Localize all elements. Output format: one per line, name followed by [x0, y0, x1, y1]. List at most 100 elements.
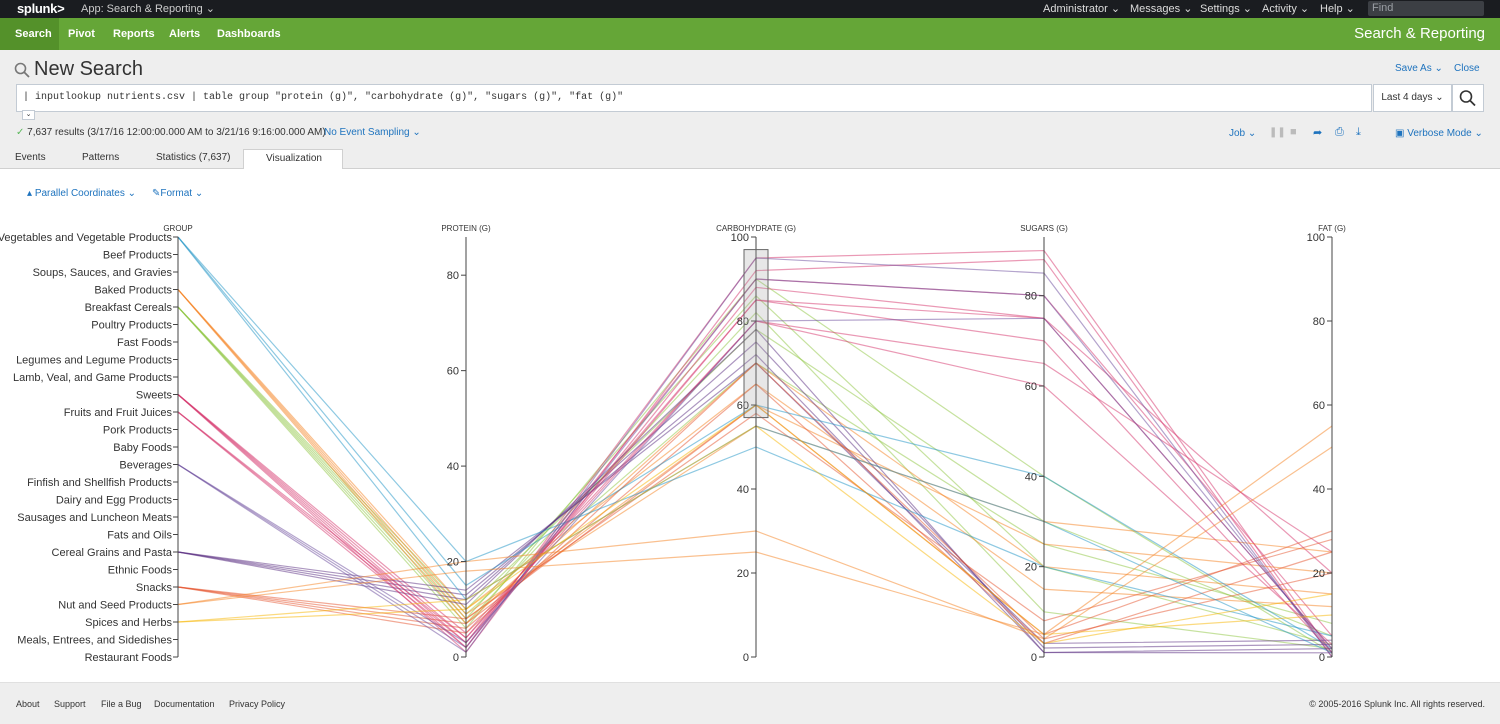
- category-label: Baked Products: [94, 285, 172, 297]
- category-label: Ethnic Foods: [108, 565, 173, 577]
- category-label: Meals, Entrees, and Sidedishes: [17, 635, 172, 647]
- category-label: Dairy and Egg Products: [56, 495, 173, 507]
- tick-label: 40: [447, 461, 459, 473]
- search-mode-dropdown[interactable]: ▣ Verbose Mode ⌄: [1395, 128, 1483, 139]
- format-dropdown[interactable]: ✎Format ⌄: [152, 188, 204, 199]
- pencil-icon: ✎: [152, 188, 161, 199]
- pause-icon[interactable]: ❚❚: [1269, 127, 1286, 138]
- page-title: New Search: [34, 58, 143, 80]
- viz-type-icon: ▴: [27, 188, 33, 199]
- axis-title: PROTEIN (G): [441, 224, 491, 233]
- menu-messages[interactable]: Messages ⌄: [1130, 3, 1193, 15]
- category-label: Fats and Oils: [107, 530, 172, 542]
- app-navbar: Search Pivot Reports Alerts Dashboards S…: [0, 18, 1500, 50]
- check-icon: ✓: [16, 127, 25, 138]
- tick-label: 80: [737, 316, 749, 328]
- footer-link-about[interactable]: About: [16, 699, 40, 709]
- tab-statistics[interactable]: Statistics (7,637): [156, 152, 231, 163]
- app-switcher[interactable]: App: Search & Reporting ⌄: [81, 3, 215, 15]
- menu-activity[interactable]: Activity ⌄: [1262, 3, 1310, 15]
- category-label: Snacks: [136, 582, 173, 594]
- series-line-8-0: [177, 404, 1333, 636]
- tab-visualization[interactable]: Visualization: [243, 149, 343, 169]
- category-label: Sweets: [136, 390, 173, 402]
- footer-link-documentation[interactable]: Documentation: [154, 699, 215, 709]
- tick-label: 0: [453, 652, 459, 664]
- print-icon[interactable]: ⎙: [1335, 126, 1344, 138]
- job-menu[interactable]: Job ⌄: [1229, 128, 1257, 139]
- tick-label: 40: [1313, 484, 1325, 496]
- search-icon: [1459, 90, 1476, 107]
- series-line-4-2: [177, 412, 1333, 622]
- menu-administrator[interactable]: Administrator ⌄: [1043, 3, 1121, 15]
- category-label: Poultry Products: [91, 320, 172, 332]
- tab-patterns[interactable]: Patterns: [82, 152, 120, 163]
- nav-pivot[interactable]: Pivot: [68, 28, 95, 40]
- nav-alerts[interactable]: Alerts: [169, 28, 201, 40]
- footer: About Support File a Bug Documentation P…: [0, 682, 1500, 724]
- nav-reports[interactable]: Reports: [113, 28, 155, 40]
- result-status: ✓ 7,637 results (3/17/16 12:00:00.000 AM…: [16, 127, 326, 138]
- tab-events[interactable]: Events: [15, 152, 46, 163]
- find-input[interactable]: Find: [1368, 1, 1484, 16]
- category-label: Nut and Seed Products: [58, 600, 172, 612]
- axis-title: SUGARS (G): [1020, 224, 1068, 233]
- result-tabs: Events Patterns Statistics (7,637) Visua…: [0, 149, 1500, 169]
- search-icon: [14, 62, 30, 78]
- series-line-8-1: [177, 425, 1333, 645]
- app-title: Search & Reporting: [1354, 25, 1485, 42]
- save-as-button[interactable]: Save As ⌄: [1395, 63, 1443, 74]
- tick-label: 100: [1307, 232, 1325, 244]
- time-range-picker[interactable]: Last 4 days ⌄: [1373, 84, 1452, 112]
- footer-link-support[interactable]: Support: [54, 699, 86, 709]
- viz-type-dropdown[interactable]: ▴ Parallel Coordinates ⌄: [27, 188, 137, 199]
- result-count: 7,637 results (3/17/16 12:00:00.000 AM t…: [27, 127, 326, 138]
- export-icon[interactable]: ⤓: [1356, 126, 1361, 138]
- axis-title: GROUP: [163, 224, 192, 233]
- search-submit-button[interactable]: [1452, 84, 1484, 112]
- footer-link-file-a-bug[interactable]: File a Bug: [101, 699, 142, 709]
- tick-label: 20: [1313, 568, 1325, 580]
- active-nav-highlight: [0, 18, 59, 50]
- category-label: Beef Products: [103, 250, 173, 262]
- share-icon[interactable]: ➦: [1313, 127, 1323, 139]
- stop-icon[interactable]: ■: [1290, 126, 1297, 138]
- category-label: Finfish and Shellfish Products: [27, 477, 172, 489]
- brush-selection: [743, 249, 769, 419]
- category-label: Baby Foods: [113, 442, 172, 454]
- category-label: Beverages: [119, 460, 172, 472]
- event-sampling-dropdown[interactable]: No Event Sampling ⌄: [324, 127, 421, 138]
- tick-label: 20: [1025, 562, 1037, 574]
- tick-label: 80: [447, 270, 459, 282]
- tick-label: 100: [731, 232, 749, 244]
- collapse-toggle[interactable]: ⌄: [22, 110, 35, 120]
- axis-title: FAT (G): [1318, 224, 1346, 233]
- tick-label: 40: [737, 484, 749, 496]
- menu-help[interactable]: Help ⌄: [1320, 3, 1355, 15]
- global-topbar: splunk> App: Search & Reporting ⌄ Admini…: [0, 0, 1500, 18]
- chevron-down-icon: ⌄: [205, 3, 215, 15]
- category-label: Legumes and Legume Products: [16, 355, 172, 367]
- category-label: Lamb, Veal, and Game Products: [13, 372, 172, 384]
- tick-label: 60: [1313, 400, 1325, 412]
- category-label: Pork Products: [103, 425, 173, 437]
- splunk-logo[interactable]: splunk>: [17, 1, 65, 16]
- category-label: Breakfast Cereals: [85, 302, 173, 314]
- footer-link-privacy[interactable]: Privacy Policy: [229, 699, 286, 709]
- category-label: Vegetables and Vegetable Products: [0, 232, 172, 244]
- tick-label: 0: [1319, 652, 1325, 664]
- nav-search[interactable]: Search: [15, 28, 52, 40]
- close-button[interactable]: Close: [1454, 63, 1480, 74]
- mode-icon: ▣: [1395, 128, 1405, 139]
- menu-settings[interactable]: Settings ⌄: [1200, 3, 1253, 15]
- category-label: Cereal Grains and Pasta: [52, 547, 173, 559]
- tick-label: 20: [737, 568, 749, 580]
- category-label: Fruits and Fruit Juices: [64, 407, 173, 419]
- tick-label: 60: [447, 366, 459, 378]
- tick-label: 40: [1025, 471, 1037, 483]
- search-query-input[interactable]: | inputlookup nutrients.csv | table grou…: [16, 84, 1372, 112]
- tick-label: 80: [1313, 316, 1325, 328]
- nav-dashboards[interactable]: Dashboards: [217, 28, 281, 40]
- category-label: Sausages and Luncheon Meats: [17, 512, 172, 524]
- category-label: Spices and Herbs: [85, 617, 172, 629]
